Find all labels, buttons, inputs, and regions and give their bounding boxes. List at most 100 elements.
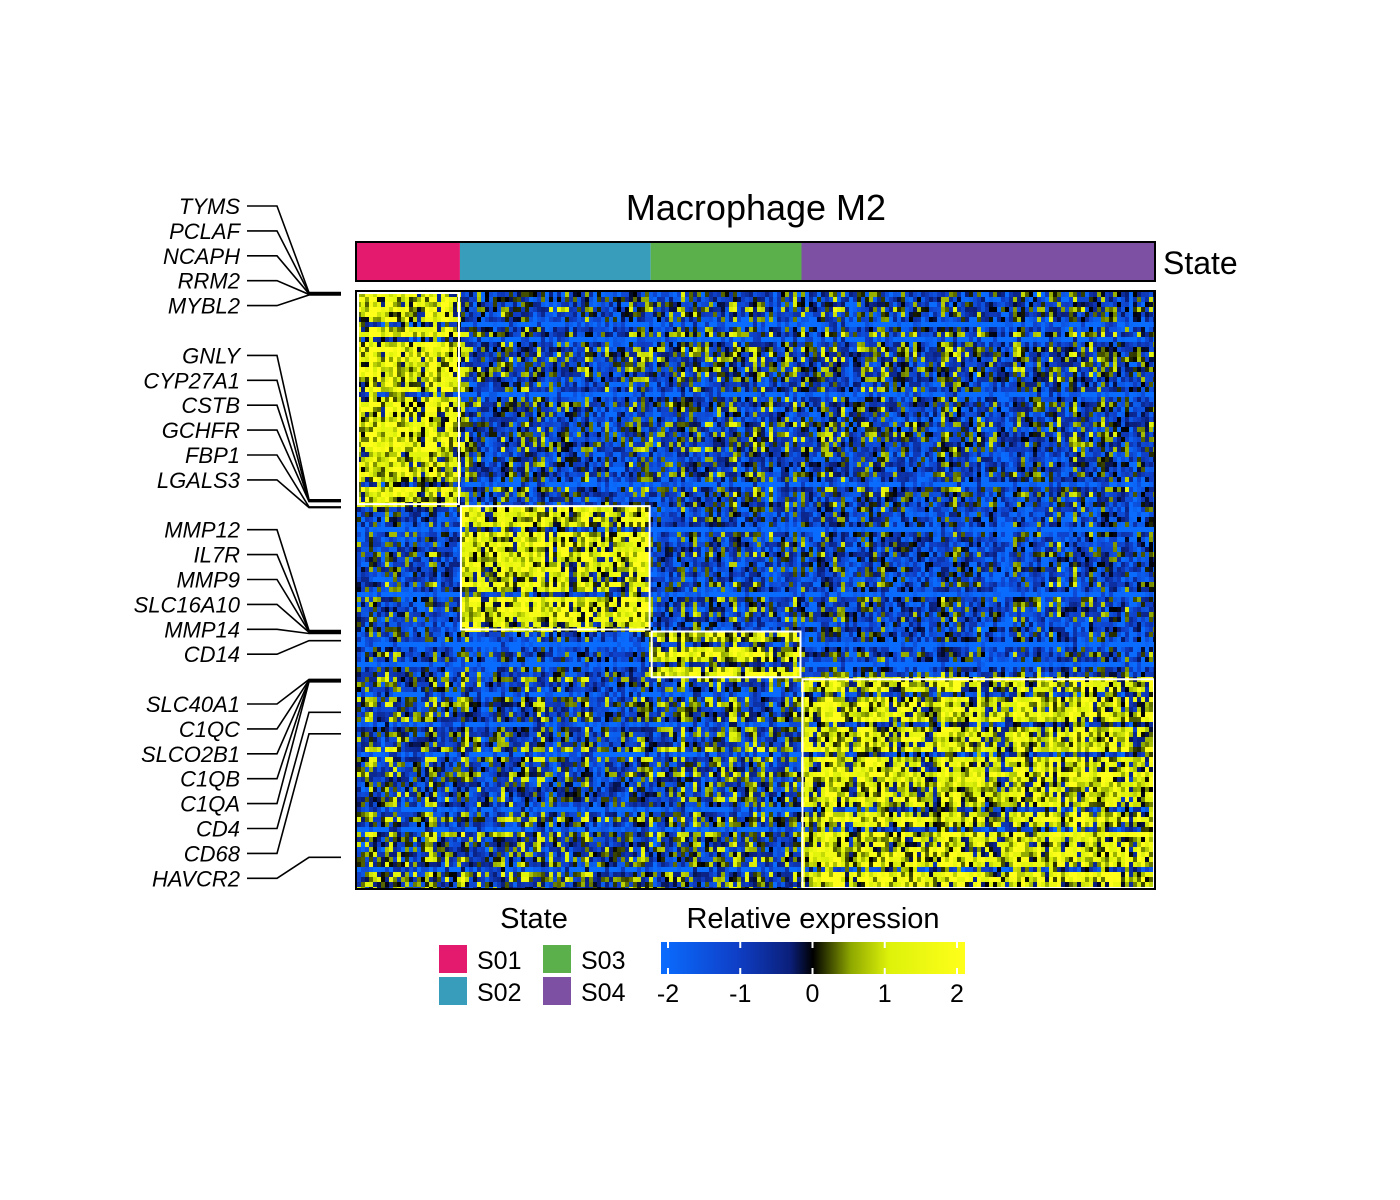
heatmap-cell [885, 367, 889, 372]
heatmap-cell [421, 332, 425, 337]
heatmap-cell [1033, 377, 1037, 382]
heatmap-cell [853, 362, 857, 367]
heatmap-cell [369, 342, 373, 347]
heatmap-cell [1109, 302, 1113, 307]
heatmap-cell [829, 387, 833, 392]
heatmap-cell [1085, 312, 1089, 317]
heatmap-cell [773, 407, 777, 412]
heatmap-cell [469, 332, 473, 337]
heatmap-cell [873, 397, 877, 402]
heatmap-cell [657, 392, 661, 397]
heatmap-cell [673, 367, 677, 372]
heatmap-cell [773, 322, 777, 327]
heatmap-cell [1077, 412, 1081, 417]
heatmap-cell [657, 332, 661, 337]
heatmap-cell [781, 302, 785, 307]
heatmap-cell [1121, 387, 1125, 392]
heatmap-cell [933, 302, 937, 307]
heatmap-cell [429, 372, 433, 377]
heatmap-cell [1049, 342, 1053, 347]
heatmap-cell [1061, 402, 1065, 407]
heatmap-cell [449, 347, 453, 352]
heatmap-cell [1009, 367, 1013, 372]
heatmap-cell [485, 292, 489, 297]
heatmap-cell [969, 327, 973, 332]
heatmap-cell [521, 322, 525, 327]
heatmap-cell [765, 382, 769, 387]
heatmap-cell [497, 337, 501, 342]
heatmap-cell [529, 412, 533, 417]
heatmap-cell [913, 407, 917, 412]
heatmap-cell [669, 377, 673, 382]
heatmap-cell [389, 382, 393, 387]
heatmap-cell [741, 407, 745, 412]
heatmap-cell [725, 332, 729, 337]
heatmap-cell [1053, 402, 1057, 407]
heatmap-cell [645, 337, 649, 342]
heatmap-cell [553, 377, 557, 382]
heatmap-cell [505, 377, 509, 382]
heatmap-cell [853, 327, 857, 332]
heatmap-cell [501, 362, 505, 367]
heatmap-cell [1129, 297, 1133, 302]
heatmap-cell [929, 377, 933, 382]
heatmap-cell [413, 337, 417, 342]
heatmap-cell [381, 307, 385, 312]
heatmap-cell [625, 382, 629, 387]
heatmap-cell [657, 407, 661, 412]
heatmap-cell [1109, 327, 1113, 332]
heatmap-cell [525, 412, 529, 417]
heatmap-cell [433, 412, 437, 417]
heatmap-cell [1081, 332, 1085, 337]
heatmap-cell [437, 397, 441, 402]
heatmap-cell [401, 372, 405, 377]
heatmap-cell [797, 397, 801, 402]
heatmap-cell [565, 357, 569, 362]
heatmap-cell [865, 377, 869, 382]
heatmap-cell [765, 362, 769, 367]
heatmap-cell [777, 372, 781, 377]
heatmap-cell [809, 372, 813, 377]
heatmap-cell [941, 357, 945, 362]
heatmap-cell [765, 302, 769, 307]
heatmap-cell [1017, 312, 1021, 317]
heatmap-cell [941, 377, 945, 382]
heatmap-cell [993, 382, 997, 387]
heatmap-cell [645, 392, 649, 397]
heatmap-cell [1073, 292, 1077, 297]
heatmap-cell [597, 352, 601, 357]
heatmap-cell [477, 337, 481, 342]
heatmap-cell [1073, 397, 1077, 402]
heatmap-cell [417, 397, 421, 402]
heatmap-cell [481, 332, 485, 337]
heatmap-cell [549, 322, 553, 327]
heatmap-cell [1113, 352, 1117, 357]
heatmap-cell [1025, 377, 1029, 382]
heatmap-cell [837, 317, 841, 322]
heatmap-cell [817, 357, 821, 362]
heatmap-cell [1069, 327, 1073, 332]
heatmap-cell [421, 402, 425, 407]
heatmap-cell [677, 402, 681, 407]
heatmap-cell [773, 377, 777, 382]
heatmap-cell [1009, 332, 1013, 337]
heatmap-cell [437, 377, 441, 382]
heatmap-cell [949, 302, 953, 307]
heatmap-cell [741, 302, 745, 307]
heatmap-cell [469, 382, 473, 387]
heatmap-cell [1021, 382, 1025, 387]
heatmap-cell [489, 312, 493, 317]
heatmap-cell [425, 377, 429, 382]
heatmap-cell [645, 322, 649, 327]
heatmap-cell [525, 322, 529, 327]
heatmap-cell [721, 377, 725, 382]
heatmap-cell [469, 327, 473, 332]
heatmap-cell [889, 392, 893, 397]
heatmap-cell [949, 342, 953, 347]
heatmap-cell [369, 402, 373, 407]
heatmap-cell [657, 362, 661, 367]
heatmap-cell [385, 352, 389, 357]
heatmap-cell [517, 377, 521, 382]
heatmap-cell [1121, 397, 1125, 402]
heatmap-cell [913, 312, 917, 317]
